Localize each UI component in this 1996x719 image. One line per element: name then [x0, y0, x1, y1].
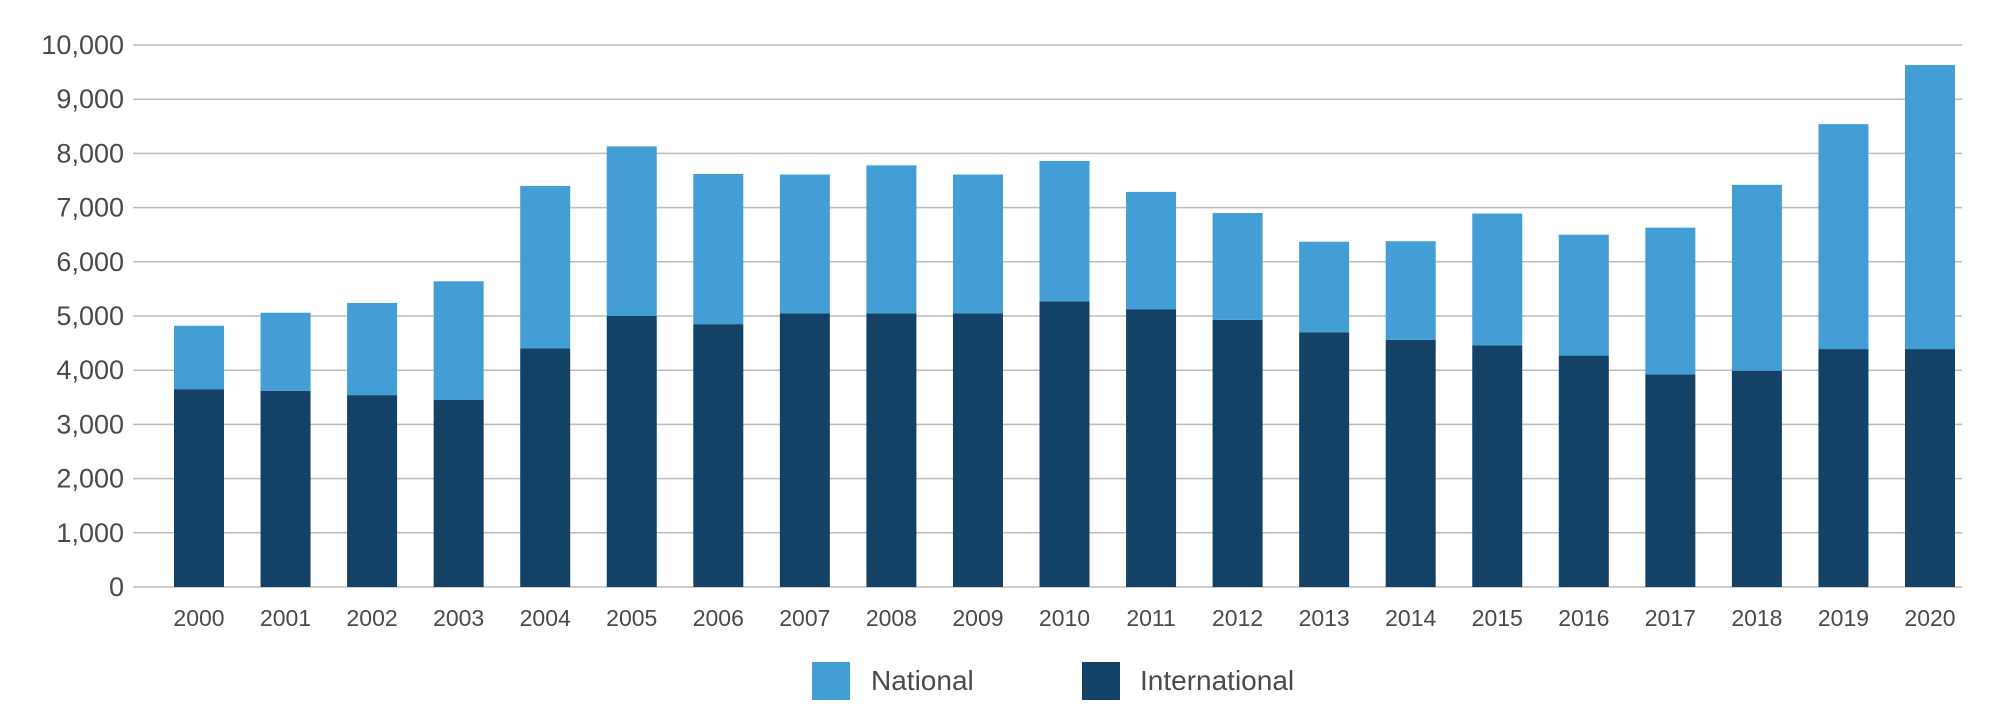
legend-label-national: National — [871, 665, 974, 696]
x-tick-label: 2003 — [433, 605, 484, 631]
bar-national-2008 — [866, 165, 917, 314]
x-tick-label: 2015 — [1472, 605, 1523, 631]
legend-swatch-national — [812, 662, 850, 700]
bar-national-2001 — [260, 312, 311, 391]
x-tick-label: 2005 — [606, 605, 657, 631]
y-tick-label: 6,000 — [56, 247, 124, 277]
bar-international-2014 — [1385, 339, 1436, 587]
y-tick-label: 0 — [109, 572, 124, 602]
bar-international-2011 — [1126, 309, 1177, 587]
bar-international-2006 — [693, 324, 744, 587]
x-tick-label: 2014 — [1385, 605, 1436, 631]
bar-international-2001 — [260, 390, 311, 587]
x-tick-label: 2019 — [1818, 605, 1869, 631]
bar-international-2008 — [866, 313, 917, 587]
bar-national-2004 — [520, 185, 571, 349]
y-tick-label: 4,000 — [56, 355, 124, 385]
x-tick-label: 2016 — [1558, 605, 1609, 631]
bar-international-2015 — [1472, 345, 1523, 587]
y-tick-label: 2,000 — [56, 464, 124, 494]
y-tick-label: 8,000 — [56, 138, 124, 168]
y-tick-label: 1,000 — [56, 518, 124, 548]
bar-national-2002 — [347, 302, 398, 396]
x-tick-label: 2008 — [866, 605, 917, 631]
bar-international-2004 — [520, 348, 571, 587]
x-tick-label: 2010 — [1039, 605, 1090, 631]
legend-label-international: International — [1140, 665, 1294, 696]
x-tick-label: 2001 — [260, 605, 311, 631]
bar-international-2003 — [433, 400, 484, 587]
bar-international-2016 — [1558, 355, 1609, 587]
y-tick-label: 9,000 — [56, 84, 124, 114]
y-tick-label: 5,000 — [56, 301, 124, 331]
bar-international-2019 — [1818, 349, 1869, 587]
x-tick-label: 2018 — [1731, 605, 1782, 631]
bar-national-2009 — [952, 174, 1003, 314]
bar-national-2006 — [693, 174, 744, 325]
bar-national-2012 — [1212, 213, 1263, 320]
bar-international-2002 — [347, 395, 398, 587]
bar-international-2012 — [1212, 319, 1263, 587]
bar-national-2003 — [433, 281, 484, 401]
bar-national-2013 — [1299, 241, 1350, 333]
bar-national-2016 — [1558, 234, 1609, 356]
y-tick-label: 10,000 — [41, 30, 124, 60]
bars — [174, 65, 1955, 587]
x-tick-label: 2011 — [1126, 605, 1175, 631]
bar-international-2007 — [779, 313, 830, 587]
x-tick-label: 2012 — [1212, 605, 1263, 631]
x-tick-label: 2006 — [693, 605, 744, 631]
legend-swatch-international — [1082, 662, 1120, 700]
bar-international-2010 — [1039, 301, 1090, 587]
y-tick-label: 3,000 — [56, 409, 124, 439]
x-tick-label: 2007 — [779, 605, 830, 631]
bar-national-2007 — [779, 174, 830, 314]
bar-international-2020 — [1905, 349, 1955, 587]
bar-national-2014 — [1385, 241, 1436, 340]
bar-international-2009 — [952, 313, 1003, 587]
bar-national-2015 — [1472, 213, 1523, 346]
bar-national-2017 — [1645, 227, 1696, 375]
bar-international-2005 — [606, 316, 657, 587]
x-tick-label: 2004 — [520, 605, 571, 631]
bar-international-2017 — [1645, 374, 1696, 587]
legend: National International — [812, 662, 1294, 700]
x-axis-labels: 2000 2001 2002 2003 2004 2005 2006 2007 2008 2009… — [173, 605, 1955, 631]
bar-national-2005 — [606, 146, 657, 316]
y-tick-label: 7,000 — [56, 193, 124, 223]
x-tick-label: 2000 — [173, 605, 224, 631]
x-tick-label: 2017 — [1645, 605, 1696, 631]
y-axis-labels: 0 1,000 2,000 3,000 4,000 5,000 6,000 7,000 8,00… — [41, 30, 124, 602]
bar-national-2011 — [1126, 191, 1177, 310]
bar-national-2020 — [1905, 65, 1955, 350]
bar-national-2000 — [174, 325, 224, 390]
bar-international-2018 — [1731, 370, 1782, 587]
bar-national-2018 — [1731, 184, 1782, 371]
bar-international-2013 — [1299, 332, 1350, 587]
x-tick-label: 2020 — [1904, 605, 1955, 631]
x-tick-label: 2009 — [952, 605, 1003, 631]
bar-international-2000 — [174, 389, 224, 587]
x-tick-label: 2013 — [1299, 605, 1350, 631]
bar-national-2019 — [1818, 124, 1869, 350]
bar-national-2010 — [1039, 160, 1090, 302]
x-tick-label: 2002 — [347, 605, 398, 631]
